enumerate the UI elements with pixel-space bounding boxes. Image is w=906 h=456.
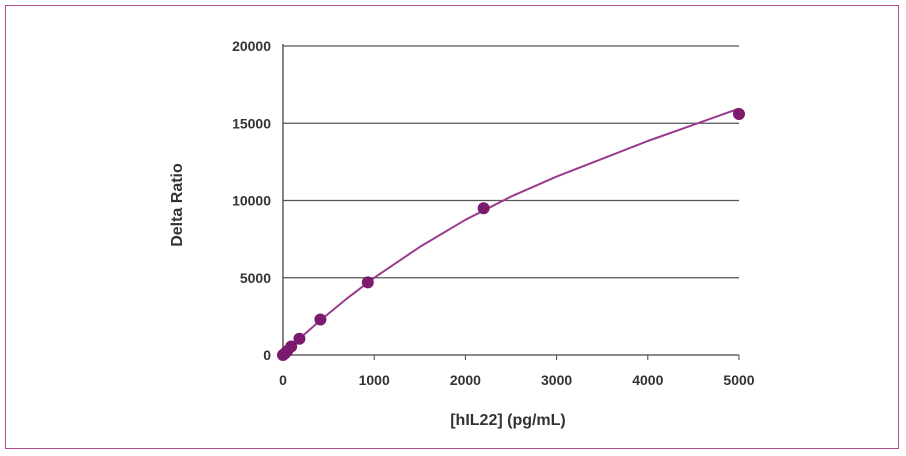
y-axis-title: Delta Ratio — [169, 163, 186, 247]
data-point — [361, 276, 374, 289]
x-tick-label: 3000 — [541, 372, 572, 388]
data-point — [314, 313, 327, 326]
y-tick-label: 20000 — [232, 38, 271, 54]
fit-curve-line — [282, 107, 740, 356]
grid-lines — [283, 45, 739, 279]
x-tick-label: 5000 — [723, 372, 754, 388]
y-tick-label: 15000 — [232, 115, 271, 131]
x-tick-label: 2000 — [450, 372, 481, 388]
x-axis-title: [hIL22] (pg/mL) — [450, 412, 566, 429]
data-points — [277, 107, 745, 361]
tick-labels: 0 5000 10000 15000 20000 0 1000 2000 3000 4000 500… — [232, 38, 755, 388]
x-tick-label: 4000 — [632, 372, 663, 388]
data-point — [293, 332, 306, 345]
fit-curve — [282, 107, 740, 356]
data-point — [733, 107, 745, 120]
data-point — [285, 340, 298, 353]
x-tick-label: 0 — [279, 372, 287, 388]
data-point — [477, 202, 490, 215]
y-tick-label: 10000 — [232, 193, 271, 209]
axes — [282, 44, 740, 360]
y-tick-label: 0 — [263, 347, 271, 363]
x-tick-label: 1000 — [359, 372, 390, 388]
y-tick-label: 5000 — [240, 270, 271, 286]
